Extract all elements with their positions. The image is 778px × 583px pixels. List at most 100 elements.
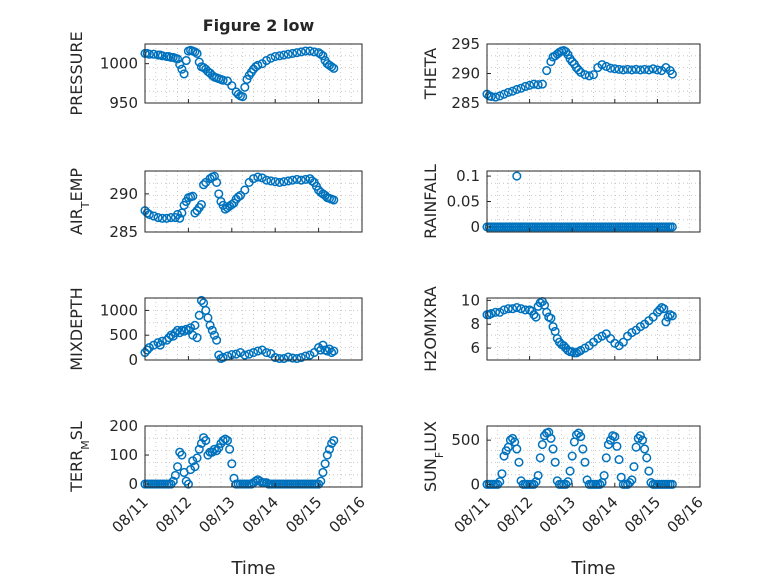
data-point: [190, 320, 200, 330]
axes-box: [144, 425, 363, 488]
data-point: [627, 65, 637, 75]
data-point: [503, 87, 513, 97]
x-axis-label: Time: [230, 558, 275, 579]
data-point: [261, 55, 272, 66]
data-point: [499, 305, 509, 315]
data-point: [227, 459, 237, 469]
data-point: [533, 470, 543, 481]
data-point: [663, 312, 673, 322]
data-point: [637, 435, 648, 445]
data-point: [201, 435, 211, 446]
y-tick-label: 0.05: [447, 193, 480, 211]
y-tick-label: 0.1: [456, 167, 480, 185]
data-point: [209, 444, 219, 454]
data-point: [305, 46, 315, 56]
data-point: [576, 432, 586, 442]
data-point: [603, 440, 613, 450]
data-point: [157, 51, 167, 61]
data-point: [599, 470, 609, 481]
axes-box: [486, 425, 701, 488]
y-tick-label: 10: [461, 291, 480, 309]
data-point: [535, 453, 545, 463]
data-point: [194, 444, 204, 454]
data-point: [212, 335, 222, 345]
axes-box: [144, 170, 363, 233]
data-point: [495, 477, 505, 487]
data-point: [531, 312, 541, 322]
data-point: [175, 213, 185, 223]
data-point: [584, 71, 594, 81]
y-tick-label: 950: [109, 94, 138, 112]
data-point: [225, 444, 235, 454]
data-point: [261, 348, 272, 358]
data-point: [597, 60, 607, 70]
data-point: [283, 49, 293, 59]
data-point: [274, 51, 285, 61]
data-point: [546, 313, 556, 323]
data-point: [318, 51, 328, 61]
x-tick-label: 08/11: [451, 493, 494, 536]
data-point: [296, 47, 306, 57]
data-point: [296, 352, 306, 363]
axes-box: [486, 297, 701, 361]
data-point: [149, 211, 159, 221]
data-point: [220, 434, 230, 444]
subplot-rainfall: 0 0.05 0.1 RAINFALL: [421, 164, 701, 239]
data-point: [508, 304, 518, 314]
data-point: [175, 59, 185, 70]
data-point: [614, 455, 624, 465]
data-point: [580, 70, 590, 80]
data-point: [533, 80, 543, 90]
x-tick-label: 08/12: [152, 493, 195, 536]
data-point: [644, 466, 654, 476]
data-point: [512, 444, 522, 454]
data-point: [233, 89, 243, 99]
data-point: [497, 469, 507, 479]
data-point: [329, 346, 339, 356]
data-point: [542, 66, 552, 76]
data-point: [173, 54, 183, 64]
data-point: [512, 302, 522, 313]
data-point: [667, 69, 677, 79]
data-point: [227, 81, 237, 91]
data-point: [520, 81, 530, 92]
data-point: [316, 49, 326, 59]
y-tick-label: 285: [109, 223, 138, 241]
data-point: [144, 49, 154, 59]
data-point: [512, 84, 522, 94]
data-point: [266, 53, 276, 63]
data-point: [567, 451, 577, 461]
data-point: [561, 479, 571, 489]
data-point: [623, 64, 633, 74]
data-point: [214, 189, 224, 199]
data-point: [279, 50, 289, 60]
data-point: [251, 476, 261, 486]
data-point: [212, 177, 222, 187]
data-point: [196, 295, 206, 306]
y-tick-label: 6: [470, 339, 480, 357]
data-point: [190, 208, 200, 218]
data-point: [516, 304, 526, 314]
data-point: [633, 433, 643, 443]
data-point: [270, 352, 280, 363]
data-point: [614, 64, 624, 74]
data-point: [192, 453, 202, 463]
data-point: [288, 48, 298, 58]
data-point: [503, 304, 513, 314]
data-point: [642, 453, 652, 463]
data-point: [266, 176, 276, 186]
data-point: [320, 459, 330, 469]
subplot-h2omixra: 6 8 10 H2OMIXRA: [421, 286, 701, 372]
data-point: [495, 91, 505, 101]
data-point: [578, 444, 588, 454]
data-point: [181, 55, 191, 66]
y-tick-label: 1000: [100, 301, 138, 319]
data-point: [612, 441, 622, 451]
data-point: [514, 457, 524, 467]
y-axis-label: SUNFLUX: [421, 421, 446, 492]
data-point: [644, 65, 654, 75]
data-point: [618, 337, 628, 347]
x-tick-label: 08/14: [239, 493, 282, 536]
x-tick-label: 08/12: [493, 493, 536, 536]
data-point: [544, 427, 554, 437]
